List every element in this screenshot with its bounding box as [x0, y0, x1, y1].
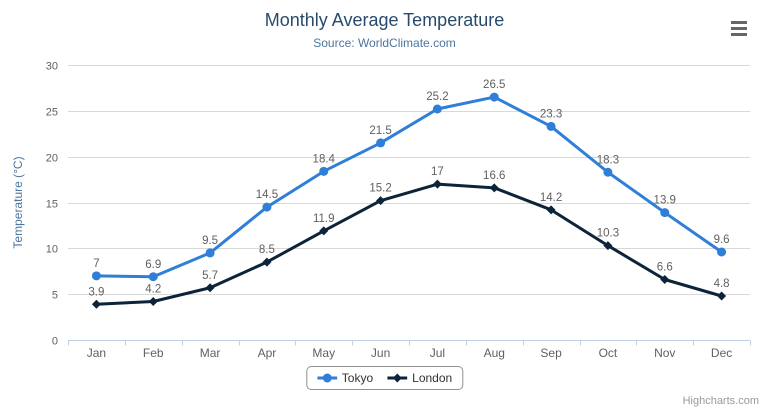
series-tokyo: 7 6.9 9.5 14.5 18.4 21.5 25.2 26.5 23.3 18.3 13.9 9…	[91, 79, 730, 282]
data-point-marker[interactable]	[489, 183, 499, 193]
data-label: 9.5	[202, 235, 218, 247]
legend-item-tokyo[interactable]: Tokyo	[316, 371, 374, 385]
data-point-marker[interactable]	[660, 208, 670, 218]
data-label: 14.2	[540, 192, 562, 204]
series-london: 3.9 4.2 5.7 8.5 11.9 15.2 17 16.6 14.2 10.3 6.6 4.8	[88, 166, 730, 309]
data-label: 16.6	[483, 170, 505, 182]
data-point-marker[interactable]	[660, 275, 670, 284]
data-label: 7	[93, 258, 99, 270]
x-axis: Jan Feb Mar Apr May Jun Jul Aug Sep Oct Nov Dec	[68, 340, 751, 360]
y-tick-label: 15	[46, 199, 58, 211]
data-label: 14.5	[256, 189, 278, 201]
x-tick-label: Jul	[430, 346, 445, 360]
x-tick-label: Nov	[654, 346, 675, 360]
data-label: 18.4	[313, 153, 336, 165]
data-label: 26.5	[483, 79, 505, 91]
data-label: 15.2	[369, 183, 391, 195]
credits-link[interactable]: Highcharts.com	[682, 395, 759, 407]
data-point-marker[interactable]	[432, 179, 442, 189]
data-point-marker[interactable]	[91, 299, 101, 309]
data-point-marker[interactable]	[262, 202, 272, 212]
y-axis-labels: 0 5 10 15 20 25 30	[46, 61, 58, 348]
x-tick-label: Jan	[87, 346, 106, 360]
data-label: 3.9	[88, 286, 104, 298]
legend-label: Tokyo	[341, 371, 374, 385]
x-tick-label: Oct	[599, 346, 618, 360]
data-point-marker[interactable]	[262, 257, 272, 267]
x-tick-label: May	[312, 346, 335, 360]
y-tick-label: 0	[52, 336, 58, 348]
data-label: 18.3	[597, 154, 619, 166]
y-tick-label: 20	[46, 153, 58, 165]
data-point-marker[interactable]	[319, 226, 329, 236]
y-axis-title: Temperature (°C)	[11, 156, 25, 248]
data-point-marker[interactable]	[205, 248, 215, 258]
data-point-marker[interactable]	[376, 196, 386, 206]
data-label: 10.3	[597, 228, 619, 240]
x-tick-label: Feb	[143, 346, 164, 360]
y-tick-label: 10	[46, 244, 58, 256]
data-label: 8.5	[259, 244, 275, 256]
circle-marker-icon	[316, 373, 337, 383]
data-point-marker[interactable]	[603, 241, 613, 251]
data-point-marker[interactable]	[489, 92, 499, 102]
y-tick-label: 25	[46, 107, 58, 119]
data-point-marker[interactable]	[148, 272, 158, 282]
data-label: 6.6	[657, 262, 673, 274]
data-point-marker[interactable]	[432, 104, 442, 114]
x-tick-label: Apr	[258, 346, 277, 360]
y-tick-label: 5	[52, 290, 58, 302]
data-point-marker[interactable]	[546, 205, 556, 215]
legend-item-london[interactable]: London	[387, 371, 452, 385]
x-tick-label: Dec	[711, 346, 732, 360]
legend: Tokyo London	[305, 366, 464, 390]
data-label: 17	[431, 166, 444, 178]
data-label: 4.8	[714, 278, 730, 290]
x-tick-label: Sep	[540, 346, 562, 360]
x-tick-label: Jun	[371, 346, 390, 360]
data-point-marker[interactable]	[205, 283, 215, 293]
data-point-marker[interactable]	[319, 166, 329, 176]
data-point-marker[interactable]	[91, 271, 101, 281]
data-point-marker[interactable]	[376, 138, 386, 148]
data-label: 11.9	[313, 213, 335, 225]
chart-subtitle: Source: WorldClimate.com	[313, 36, 456, 50]
data-point-marker[interactable]	[148, 297, 158, 306]
legend-label: London	[412, 371, 453, 385]
data-label: 13.9	[654, 195, 676, 207]
data-label: 9.6	[714, 234, 730, 246]
x-tick-label: Aug	[484, 346, 505, 360]
chart-title: Monthly Average Temperature	[264, 10, 505, 30]
data-label: 6.9	[145, 259, 161, 271]
data-point-marker[interactable]	[546, 121, 556, 131]
data-label: 23.3	[540, 108, 562, 120]
y-tick-label: 30	[46, 61, 58, 73]
data-label: 5.7	[202, 270, 218, 282]
export-menu-button[interactable]	[731, 20, 748, 37]
y-gridlines	[68, 65, 750, 341]
diamond-marker-icon	[387, 373, 408, 383]
data-label: 21.5	[369, 125, 391, 137]
data-point-marker[interactable]	[717, 291, 727, 301]
data-point-marker[interactable]	[603, 167, 613, 177]
data-label: 4.2	[145, 284, 161, 296]
data-label: 25.2	[426, 91, 448, 103]
data-point-marker[interactable]	[717, 247, 727, 257]
x-tick-label: Mar	[200, 346, 221, 360]
